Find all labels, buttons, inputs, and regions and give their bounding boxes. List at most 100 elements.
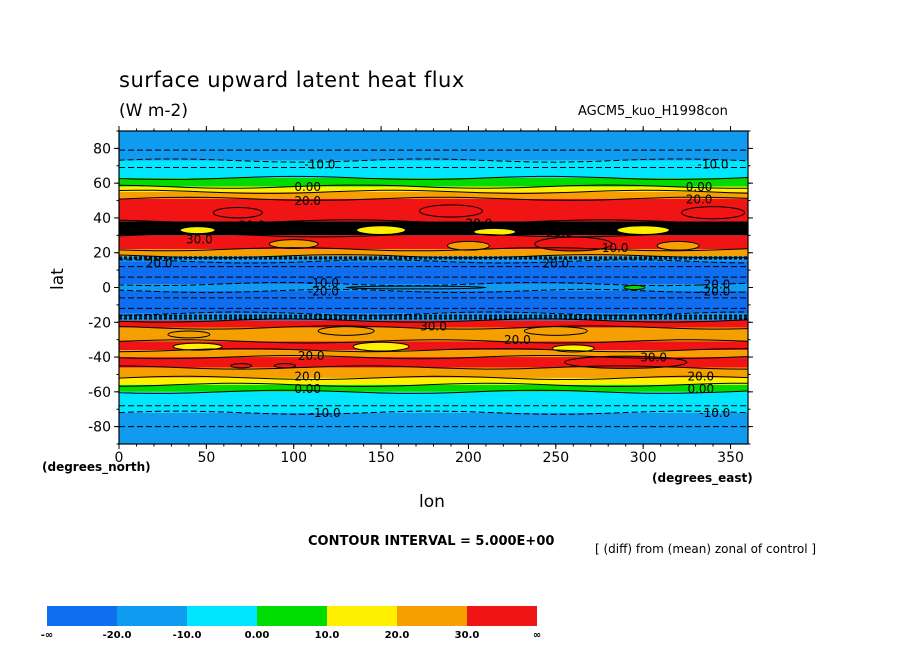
legend-swatch bbox=[467, 606, 537, 626]
contour-label: 0.00 bbox=[687, 382, 714, 396]
x-axis-label: lon bbox=[419, 492, 445, 512]
legend-label: -∞ bbox=[41, 630, 53, 641]
contour-blobs bbox=[167, 204, 746, 369]
contour-label: 30.0 bbox=[420, 319, 447, 333]
color-legend: -∞ -20.0 -10.0 0.00 10.0 20.0 30.0 ∞ bbox=[41, 606, 541, 641]
legend-swatch bbox=[47, 606, 117, 626]
x-tick-label: 100 bbox=[280, 450, 307, 466]
x-tick-label: 350 bbox=[717, 450, 744, 466]
contour-line bbox=[118, 259, 749, 264]
y-tick-label: 0 bbox=[102, 281, 111, 297]
contour-line bbox=[118, 339, 749, 344]
contour-band bbox=[119, 186, 748, 192]
contour-label: 20.0 bbox=[687, 370, 714, 384]
legend-swatch bbox=[187, 606, 257, 626]
contour-line bbox=[118, 354, 749, 360]
contour-line bbox=[118, 375, 749, 381]
y-tick-label: -80 bbox=[88, 420, 111, 436]
contour-label: -20.0 bbox=[699, 278, 730, 292]
contour-region bbox=[268, 239, 319, 249]
contour-line bbox=[118, 365, 749, 370]
contour-region bbox=[172, 342, 223, 351]
x-tick-label: 50 bbox=[197, 450, 215, 466]
y-axis-unit-label: (degrees_north) bbox=[42, 460, 151, 474]
contour-region bbox=[345, 285, 487, 290]
contour-label: 0.00 bbox=[294, 180, 321, 194]
contour-band bbox=[119, 131, 748, 161]
contour-line bbox=[118, 219, 749, 224]
contour-band bbox=[119, 261, 748, 285]
legend-swatch bbox=[257, 606, 327, 626]
contour-line bbox=[118, 288, 749, 294]
chart-subtitle-units: (W m-2) bbox=[119, 101, 188, 121]
contour-label: 20.0 bbox=[466, 217, 493, 231]
legend-label: -10.0 bbox=[173, 630, 202, 641]
contour-label: -10.0 bbox=[310, 406, 341, 420]
contour-label: 30.0 bbox=[186, 232, 213, 246]
contour-label: -10.0 bbox=[304, 158, 335, 172]
contour-line bbox=[118, 410, 749, 415]
chart-title: surface upward latent heat flux bbox=[119, 68, 465, 92]
y-tick-label: 20 bbox=[93, 246, 111, 262]
contour-label: -10.0 bbox=[698, 158, 729, 172]
contour-band bbox=[119, 391, 748, 413]
contour-label: 20.0 bbox=[686, 192, 713, 206]
contour-label: 20.0 bbox=[294, 370, 321, 384]
contour-label: -20.0 bbox=[699, 284, 730, 298]
legend-swatch bbox=[397, 606, 467, 626]
legend-label: 0.00 bbox=[245, 630, 270, 641]
contour-line bbox=[118, 247, 749, 252]
contour-region bbox=[167, 330, 211, 339]
x-tick-label: 200 bbox=[455, 450, 482, 466]
contour-band bbox=[119, 357, 748, 368]
contour-line bbox=[118, 318, 749, 323]
contour-label: 20.0 bbox=[294, 194, 321, 208]
contour-label: 20.0 bbox=[546, 225, 573, 239]
contour-label: 20.0 bbox=[298, 349, 325, 363]
contour-region bbox=[681, 206, 746, 220]
contour-band bbox=[119, 341, 748, 351]
contour-band bbox=[119, 249, 748, 257]
y-tick-label: -60 bbox=[88, 385, 111, 401]
contour-band bbox=[119, 160, 748, 178]
contour-band bbox=[119, 256, 748, 262]
contour-line bbox=[118, 347, 749, 353]
contour-band bbox=[119, 377, 748, 385]
contour-label: -20.0 bbox=[308, 284, 339, 298]
contour-region bbox=[352, 341, 410, 352]
contour-label: 10.0 bbox=[602, 241, 629, 255]
contour-line bbox=[118, 196, 749, 201]
y-tick-label: -40 bbox=[88, 350, 111, 366]
x-tick-label: 0 bbox=[115, 450, 124, 466]
contour-line bbox=[118, 325, 749, 330]
contour-line bbox=[118, 382, 748, 388]
x-tick-label: 250 bbox=[542, 450, 569, 466]
legend-label: ∞ bbox=[533, 630, 541, 641]
diff-note: [ (diff) from (mean) zonal of control ] bbox=[595, 542, 817, 556]
contour-interval-text: CONTOUR INTERVAL = 5.000E+00 bbox=[308, 534, 555, 549]
contour-line bbox=[118, 158, 749, 163]
contour-region bbox=[212, 207, 263, 219]
contour-band bbox=[119, 313, 748, 321]
legend-label: 10.0 bbox=[315, 630, 340, 641]
legend-swatch bbox=[117, 606, 187, 626]
contour-region bbox=[623, 284, 646, 291]
contour-line bbox=[118, 281, 749, 287]
y-tick-label: 40 bbox=[93, 211, 111, 227]
contour-region bbox=[473, 227, 517, 236]
contour-region bbox=[564, 355, 688, 369]
contour-line bbox=[118, 189, 749, 195]
contour-region bbox=[274, 363, 296, 369]
contour-band bbox=[119, 327, 748, 342]
contour-region bbox=[523, 326, 588, 336]
contour-band bbox=[119, 412, 748, 444]
contour-label: 30.0 bbox=[640, 351, 667, 365]
x-tick-label: 300 bbox=[630, 450, 657, 466]
contour-label: 0.00 bbox=[294, 382, 321, 396]
legend-label: -20.0 bbox=[103, 630, 132, 641]
contour-lines bbox=[118, 149, 749, 428]
contour-label: 20.0 bbox=[146, 257, 173, 271]
legend-label: 20.0 bbox=[385, 630, 410, 641]
contour-band bbox=[119, 177, 748, 187]
